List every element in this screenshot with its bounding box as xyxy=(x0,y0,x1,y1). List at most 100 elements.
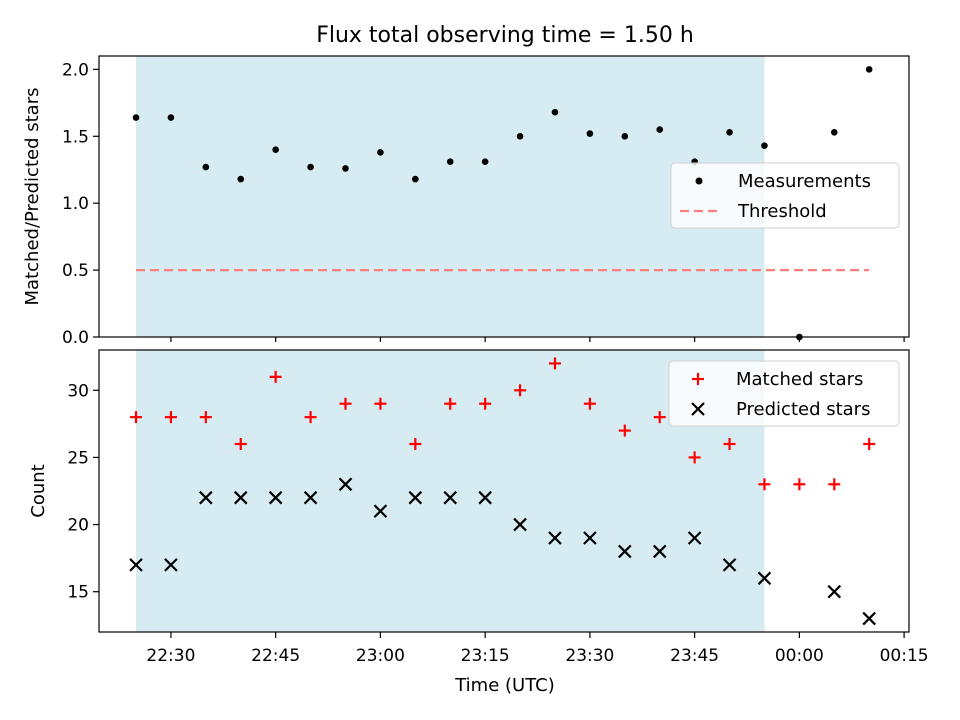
bottom-plot-frame xyxy=(98,349,910,633)
matched-star-point xyxy=(339,397,352,410)
top-panel: 0.00.51.01.52.0 Matched/Predicted stars … xyxy=(22,55,910,348)
legend-measurements-label: Measurements xyxy=(738,171,871,192)
x-tick-label: 23:45 xyxy=(670,646,719,666)
matched-star-point xyxy=(304,411,317,424)
measurement-point xyxy=(202,163,210,171)
x-tick-label: 23:00 xyxy=(356,646,405,666)
predicted-star-point xyxy=(827,584,842,599)
chart-title: Flux total observing time = 1.50 h xyxy=(316,23,694,48)
x-tick-label: 23:30 xyxy=(565,646,614,666)
bottom-y-tick-label: 25 xyxy=(67,448,89,468)
top-x-tickmarks xyxy=(170,337,905,342)
top-y-tick-label: 0.5 xyxy=(62,261,89,281)
top-y-tick-label: 0.0 xyxy=(62,328,89,348)
measurement-point xyxy=(342,165,349,172)
measurement-point xyxy=(551,108,559,116)
top-plot-frame xyxy=(98,55,910,338)
x-tick-label: 00:15 xyxy=(880,646,929,666)
bottom-legend: Matched stars Predicted stars xyxy=(668,360,900,427)
predicted-star-point xyxy=(652,544,667,559)
top-legend-box xyxy=(670,162,900,229)
matched-star-point xyxy=(269,370,282,383)
measurement-point xyxy=(412,175,419,183)
top-y-tick-label: 1.5 xyxy=(62,127,89,147)
matched-star-point xyxy=(758,478,771,491)
bottom-panel: 15 20 25 30 22:30 22:45 23:00 23:15 23:30 23:45 0… xyxy=(28,349,929,696)
matched-star-point xyxy=(863,438,876,450)
x-tick-label: 22:45 xyxy=(251,646,300,666)
matched-star-point xyxy=(583,397,596,410)
x-axis-label: Time (UTC) xyxy=(454,675,555,696)
predicted-star-point xyxy=(478,490,492,505)
predicted-star-point xyxy=(548,531,562,545)
predicted-star-point xyxy=(862,611,876,626)
measurement-point xyxy=(516,132,524,140)
matched-star-point xyxy=(409,438,422,450)
bottom-y-tick-label: 20 xyxy=(67,516,89,536)
measurement-point xyxy=(272,146,279,153)
legend-matched-label: Matched stars xyxy=(736,369,863,390)
measurement-point xyxy=(761,142,768,149)
measurement-point xyxy=(377,149,384,156)
predicted-star-point xyxy=(303,490,318,505)
measurement-point xyxy=(865,66,873,73)
matched-star-point xyxy=(723,438,736,450)
measurement-point xyxy=(446,158,454,166)
predicted-star-point xyxy=(757,571,772,586)
top-y-tick-label: 1.0 xyxy=(62,194,89,214)
predicted-star-point xyxy=(233,490,248,505)
x-tick-label: 22:30 xyxy=(146,646,195,666)
matched-star-point xyxy=(514,384,527,397)
bottom-y-tick-label: 30 xyxy=(67,381,89,401)
predicted-star-point xyxy=(199,490,213,505)
matched-star-point xyxy=(479,397,492,410)
matched-star-point xyxy=(444,397,457,410)
legend-threshold-label: Threshold xyxy=(737,201,827,222)
measurement-point xyxy=(656,126,664,133)
bottom-y-tick-label: 15 xyxy=(67,583,89,603)
count-points xyxy=(129,357,876,626)
legend-predicted-label: Predicted stars xyxy=(736,399,870,420)
legend-predicted-marker xyxy=(691,402,705,416)
top-observing-window xyxy=(136,56,765,337)
bottom-observing-window xyxy=(136,350,765,632)
predicted-star-point xyxy=(164,558,178,572)
measurement-point xyxy=(132,114,140,121)
x-axis: 22:30 22:45 23:00 23:15 23:30 23:45 00:00 00:15 xyxy=(146,632,929,666)
predicted-star-point xyxy=(687,531,702,545)
top-y-axis: 0.0 0.5 1.0 1.5 2.0 xyxy=(62,60,99,348)
top-y-axis-label: Matched/Predicted stars xyxy=(22,88,43,306)
matched-star-point xyxy=(828,478,841,491)
measurement-point xyxy=(307,163,314,171)
predicted-star-point xyxy=(722,558,737,572)
matched-star-point xyxy=(199,411,212,424)
matched-star-point xyxy=(164,411,177,424)
x-tick-label: 00:00 xyxy=(775,646,824,666)
matched-star-point xyxy=(618,424,631,437)
measurement-point xyxy=(586,130,594,137)
measurement-point xyxy=(237,175,245,183)
matched-star-point xyxy=(793,478,806,491)
top-y-tick-label: 2.0 xyxy=(62,60,89,80)
bottom-y-axis-label: Count xyxy=(28,464,49,517)
predicted-star-point xyxy=(373,504,388,518)
matched-star-point xyxy=(374,397,387,410)
legend-matched-marker xyxy=(692,373,704,385)
matched-star-point xyxy=(234,438,247,450)
x-tick-label: 23:15 xyxy=(461,646,510,666)
bottom-legend-box xyxy=(668,360,900,427)
predicted-star-point xyxy=(408,490,423,505)
measurement-point xyxy=(830,128,838,136)
matched-star-point xyxy=(548,357,561,370)
matched-star-point xyxy=(688,451,701,464)
predicted-star-point xyxy=(583,531,597,545)
predicted-star-point xyxy=(618,544,632,559)
measurement-point xyxy=(167,114,175,121)
predicted-star-point xyxy=(268,490,283,505)
legend-measurements-marker xyxy=(695,177,703,185)
bottom-y-axis: 15 20 25 30 xyxy=(67,381,99,603)
measurement-point xyxy=(621,132,629,140)
top-legend: Measurements Threshold xyxy=(670,162,900,229)
measurement-point xyxy=(481,158,489,166)
